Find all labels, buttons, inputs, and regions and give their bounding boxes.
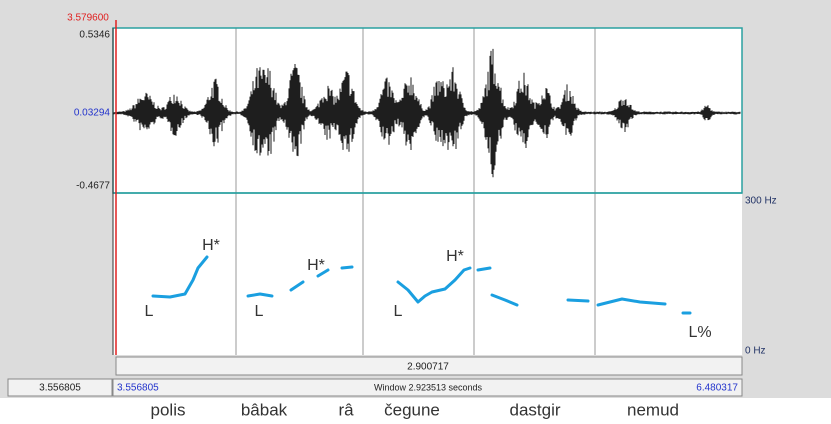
pitch-segment bbox=[596, 297, 667, 307]
word: polis bbox=[151, 400, 186, 419]
window-length: Window 2.923513 seconds bbox=[374, 382, 483, 392]
pitch-segment bbox=[246, 292, 274, 298]
selection-duration: 2.900717 bbox=[407, 362, 449, 373]
tone-label: H* bbox=[202, 237, 220, 254]
tone-label: L bbox=[255, 303, 264, 320]
wave-min: -0.4677 bbox=[76, 181, 110, 192]
pitch-segment bbox=[476, 266, 492, 272]
window-start: 3.556805 bbox=[117, 383, 159, 394]
tone-label: H* bbox=[307, 257, 325, 274]
selection-bar[interactable] bbox=[115, 356, 743, 376]
outer-start-box[interactable] bbox=[7, 378, 113, 397]
word: bâbak bbox=[241, 400, 288, 419]
pitch-min: 0 Hz bbox=[745, 346, 766, 357]
pitch-segment bbox=[566, 298, 590, 303]
word: râ bbox=[338, 400, 354, 419]
pitch-segment bbox=[151, 255, 209, 299]
window-end: 6.480317 bbox=[696, 383, 738, 394]
word-boundaries bbox=[235, 28, 596, 355]
word: čegune bbox=[384, 400, 440, 419]
pitch-segment bbox=[340, 265, 354, 270]
pitch-contour bbox=[151, 255, 692, 315]
pitch-max: 300 Hz bbox=[745, 196, 777, 207]
tone-label: L% bbox=[688, 324, 711, 341]
pitch-segment bbox=[490, 293, 519, 307]
word: nemud bbox=[627, 400, 679, 419]
tone-label: L bbox=[394, 303, 403, 320]
tone-label: H* bbox=[446, 248, 464, 265]
pitch-segment bbox=[289, 280, 305, 292]
signal-panel bbox=[113, 28, 742, 355]
waveform bbox=[113, 48, 741, 178]
cursor-time: 3.579600 bbox=[67, 13, 109, 24]
window-bar[interactable] bbox=[112, 378, 743, 397]
outer-start: 3.556805 bbox=[39, 383, 81, 394]
pitch-segment bbox=[396, 266, 472, 304]
pitch-segment bbox=[316, 268, 330, 278]
wave-mid: 0.03294 bbox=[74, 108, 111, 119]
word: dastgir bbox=[509, 400, 560, 419]
tone-label: L bbox=[145, 303, 154, 320]
wave-max: 0.5346 bbox=[79, 30, 110, 41]
